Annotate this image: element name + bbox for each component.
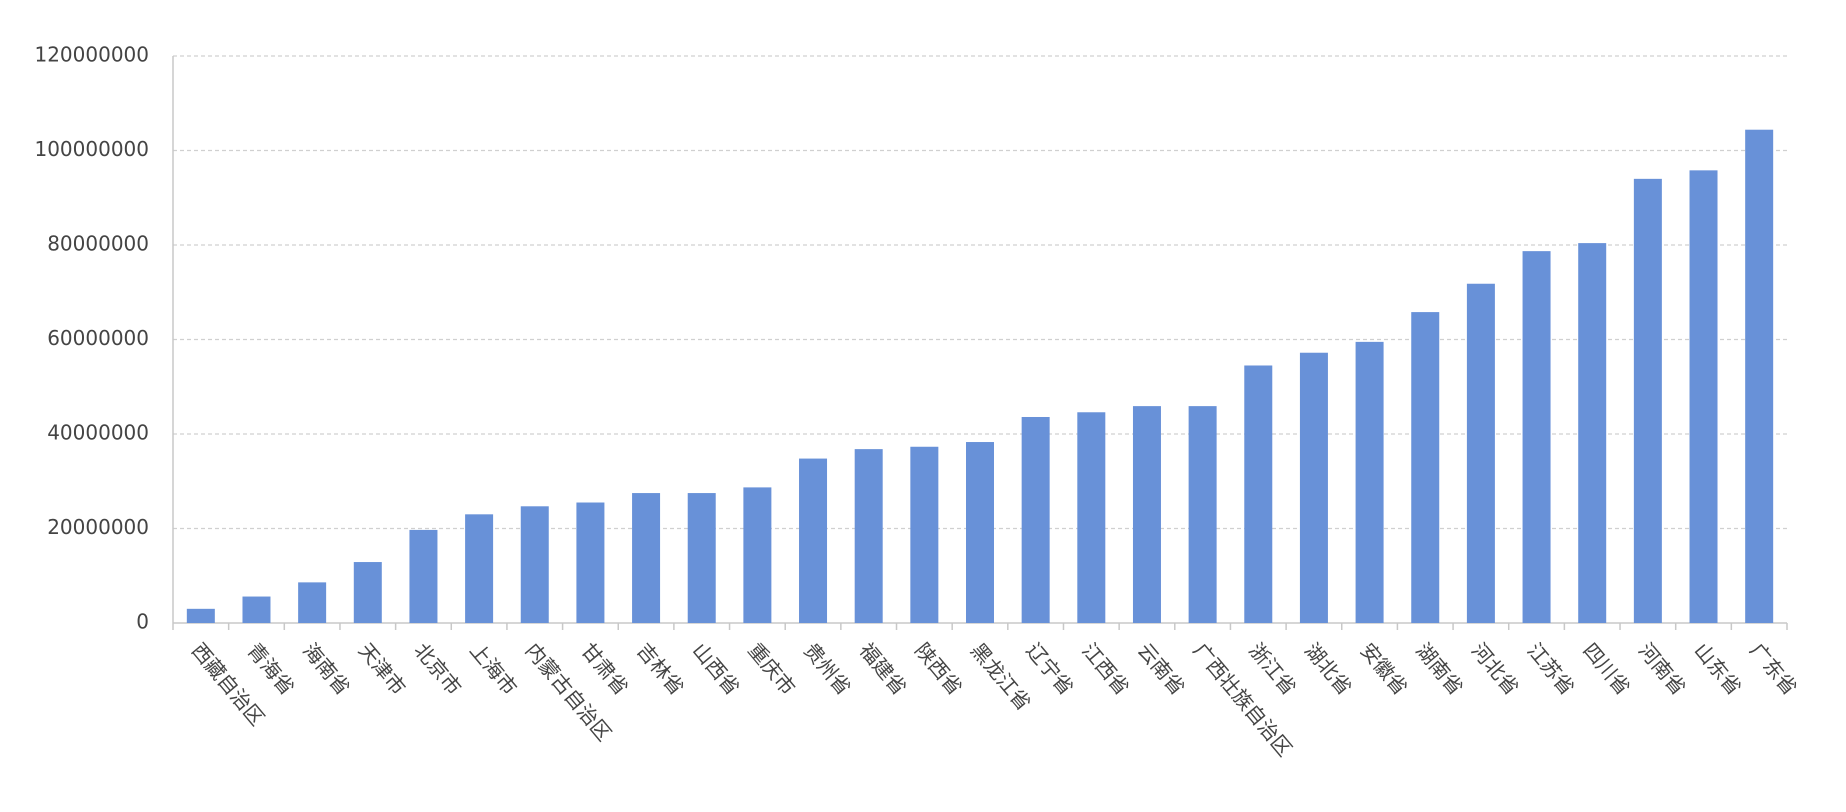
x-tick-label: 广西壮族自治区 (1189, 638, 1297, 761)
y-tick-label: 80000000 (47, 232, 149, 256)
bar (1466, 283, 1495, 623)
bar (1021, 416, 1050, 623)
x-tick-label: 上海市 (465, 638, 522, 699)
bar (799, 458, 828, 623)
bar (910, 446, 939, 623)
bar (1578, 243, 1607, 624)
bar (242, 596, 271, 623)
x-tick-label: 甘肃省 (576, 638, 633, 699)
bar (409, 529, 438, 623)
x-tick-label: 海南省 (298, 638, 355, 699)
bar (1244, 365, 1273, 623)
y-tick-label: 120000000 (34, 43, 149, 67)
bar (687, 493, 716, 623)
bar (353, 562, 382, 623)
x-tick-label: 湖北省 (1300, 638, 1357, 699)
x-tick-label: 云南省 (1133, 638, 1190, 699)
bar (632, 493, 661, 623)
x-tick-label: 河南省 (1634, 638, 1691, 699)
bar (1411, 312, 1440, 623)
x-tick-label: 贵州省 (799, 638, 856, 699)
bar (576, 502, 605, 623)
bar (1745, 129, 1774, 623)
bar (298, 582, 327, 623)
bar (1077, 412, 1106, 623)
bar (465, 514, 494, 623)
bar (1355, 341, 1384, 623)
bar (186, 608, 215, 623)
x-tick-label: 福建省 (855, 638, 912, 699)
x-tick-label: 天津市 (354, 638, 411, 699)
x-tick-label: 辽宁省 (1022, 638, 1079, 699)
x-tick-label: 陕西省 (910, 638, 967, 699)
bar (1299, 352, 1328, 623)
y-tick-label: 20000000 (47, 515, 149, 539)
bar (854, 449, 883, 623)
x-tick-label: 河北省 (1467, 638, 1524, 699)
x-tick-label: 山西省 (688, 638, 745, 699)
x-tick-label: 青海省 (242, 638, 299, 699)
x-tick-label: 四川省 (1578, 638, 1635, 699)
x-tick-label: 山东省 (1689, 638, 1746, 699)
bar (1132, 406, 1161, 623)
y-tick-label: 100000000 (34, 137, 149, 161)
x-tick-label: 北京市 (409, 638, 466, 699)
x-tick-label: 湖南省 (1411, 638, 1468, 699)
x-tick-label: 吉林省 (632, 638, 689, 699)
x-tick-label: 江西省 (1077, 638, 1134, 699)
x-tick-label: 广东省 (1745, 638, 1802, 699)
bar (1689, 170, 1718, 623)
y-tick-label: 0 (136, 610, 149, 634)
bar (966, 442, 994, 623)
bar (520, 506, 549, 623)
bar (1633, 178, 1662, 623)
x-tick-label: 浙江省 (1244, 638, 1301, 699)
bar (743, 487, 772, 623)
x-tick-label: 安徽省 (1356, 638, 1413, 699)
bar (1522, 251, 1551, 623)
y-tick-label: 40000000 (47, 421, 149, 445)
x-tick-label: 重庆市 (743, 638, 800, 699)
y-tick-label: 60000000 (47, 326, 149, 350)
x-tick-label: 江苏省 (1523, 638, 1580, 699)
bar (1188, 406, 1217, 623)
